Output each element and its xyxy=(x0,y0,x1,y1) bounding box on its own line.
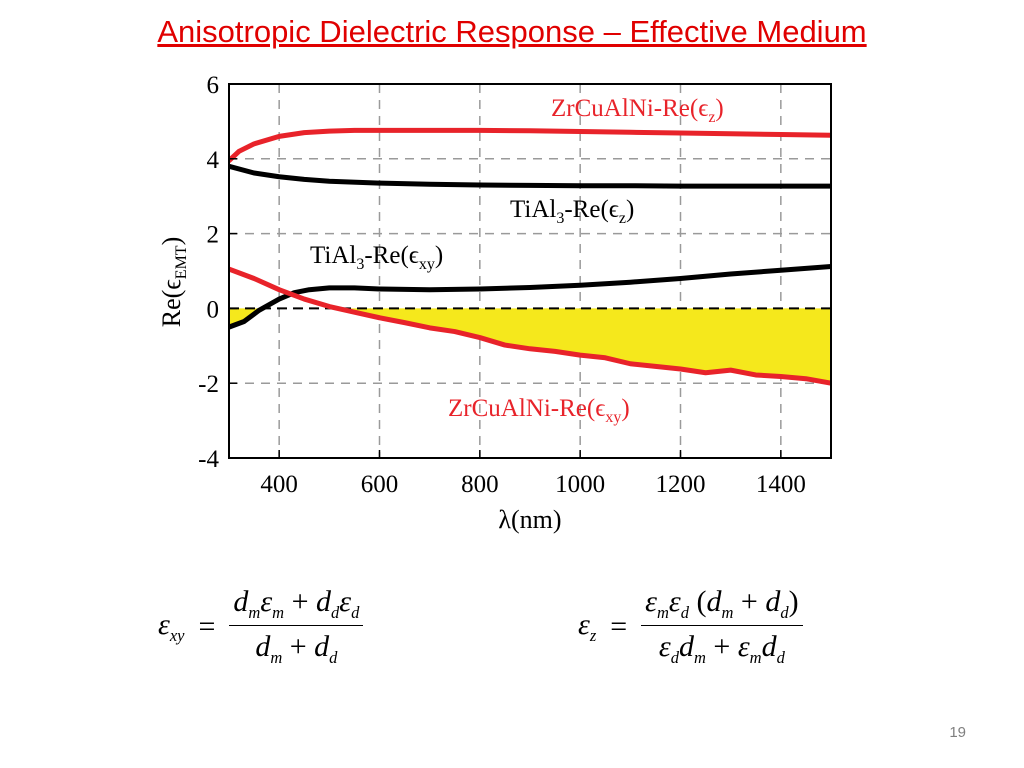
x-tick-label: 1400 xyxy=(756,471,806,498)
label-tial3-ez: TiAl3-Re(ϵz) xyxy=(510,196,634,227)
y-tick-label: 4 xyxy=(207,147,220,174)
label-zrcualni-ez: ZrCuAlNi-Re(ϵz) xyxy=(551,95,724,126)
y-axis-label: Re(ϵEMT) xyxy=(157,237,190,328)
eq2-equals: = xyxy=(610,609,628,643)
x-tick-label: 600 xyxy=(361,471,399,498)
eq1-numerator: dmεm + ddεd xyxy=(229,585,364,626)
slide-title: Anisotropic Dielectric Response – Effect… xyxy=(157,14,867,49)
series-line-0 xyxy=(229,127,831,164)
equation-epsilon-z: εz = εmεd (dm + dd) εddm + εmdd xyxy=(578,585,803,668)
y-tick-label: -4 xyxy=(198,446,219,473)
eq2-lhs: εz xyxy=(578,607,597,645)
dielectric-chart: 400 600 800 1000 1200 1400 6 4 2 0 -2 -4 λ(nm) Re(… xyxy=(157,72,832,534)
x-tick-label: 1000 xyxy=(555,471,605,498)
x-tick-label: 1200 xyxy=(656,471,706,498)
y-tick-label: 2 xyxy=(207,222,220,249)
x-axis-ticks: 400 600 800 1000 1200 1400 xyxy=(260,450,806,498)
page-number: 19 xyxy=(949,724,966,741)
series-line-3 xyxy=(229,266,831,386)
series-line-2 xyxy=(229,264,831,330)
y-tick-label: -2 xyxy=(198,371,219,398)
eq2-fraction: εmεd (dm + dd) εddm + εmdd xyxy=(641,585,803,668)
plot-frame xyxy=(228,83,832,459)
label-tial3-exy: TiAl3-Re(ϵxy) xyxy=(310,242,443,273)
y-tick-label: 6 xyxy=(207,72,220,99)
x-tick-label: 800 xyxy=(461,471,499,498)
negative-fill xyxy=(337,308,831,384)
eq1-equals: = xyxy=(198,609,216,643)
eq2-denominator: εddm + εmdd xyxy=(658,630,785,667)
grid-lines xyxy=(229,84,831,458)
eq1-lhs: εxy xyxy=(158,607,185,645)
x-axis-label: λ(nm) xyxy=(498,505,561,534)
label-zrcualni-exy: ZrCuAlNi-Re(ϵxy) xyxy=(448,395,630,426)
x-tick-label: 400 xyxy=(260,471,298,498)
series-line-1 xyxy=(229,163,831,189)
eq2-numerator: εmεd (dm + dd) xyxy=(641,585,803,626)
series-layer xyxy=(229,127,831,386)
y-tick-label: 0 xyxy=(207,296,220,323)
y-axis-ticks: 6 4 2 0 -2 -4 xyxy=(198,72,237,473)
equation-epsilon-xy: εxy = dmεm + ddεd dm + dd xyxy=(158,585,364,668)
eq1-denominator: dm + dd xyxy=(255,630,338,667)
eq1-fraction: dmεm + ddεd dm + dd xyxy=(229,585,364,668)
